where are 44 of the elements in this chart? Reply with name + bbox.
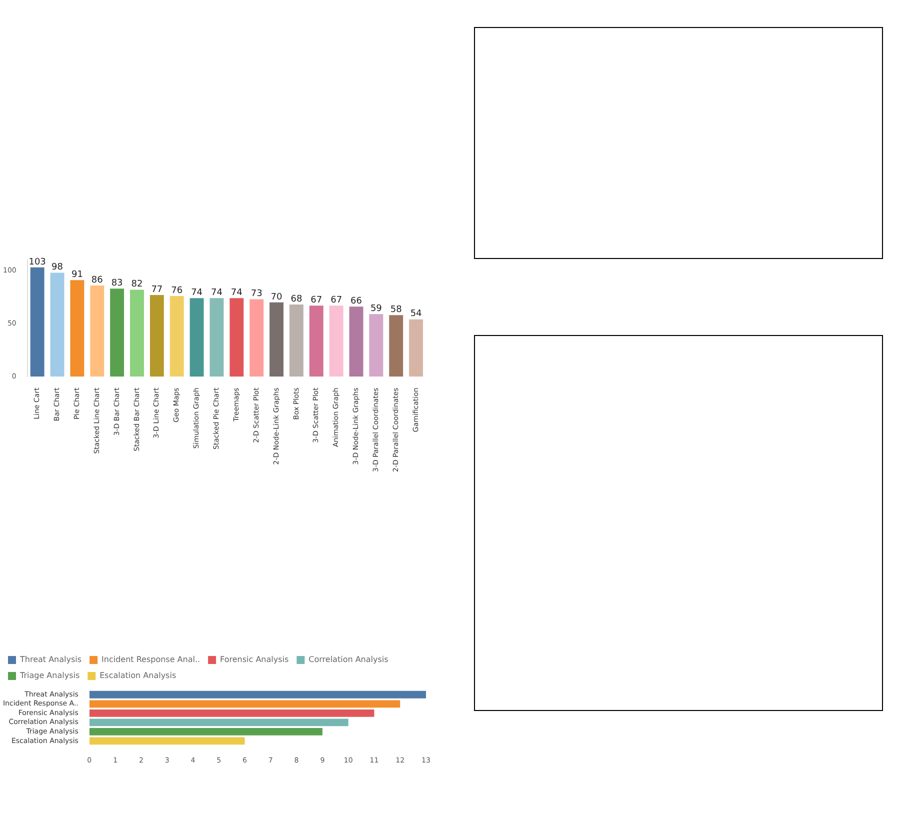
bar [409, 319, 424, 377]
bar [369, 314, 384, 377]
legend-label: Correlation Analysis [308, 655, 388, 664]
data-label: 67 [310, 295, 322, 306]
bar [130, 290, 144, 377]
data-label: 54 [410, 309, 422, 320]
data-label: 83 [111, 278, 123, 288]
data-label: 74 [191, 288, 203, 298]
legend-label: Incident Response Anal.. [102, 655, 200, 664]
data-label: 70 [270, 292, 283, 302]
legend-label: Escalation Analysis [100, 671, 176, 680]
data-label: 58 [390, 304, 402, 315]
bar [210, 298, 224, 377]
bar [110, 288, 124, 377]
data-label: 77 [151, 284, 163, 295]
bar [270, 302, 284, 377]
bar [289, 304, 304, 377]
data-label: 66 [350, 296, 362, 307]
data-label: 98 [52, 262, 64, 273]
bar [50, 272, 64, 377]
data-label: 76 [171, 286, 183, 296]
data-label: 86 [91, 275, 104, 286]
bar [90, 285, 104, 377]
bar [389, 315, 404, 377]
bar [190, 298, 204, 377]
data-label: 74 [230, 288, 243, 298]
data-label: 68 [290, 294, 302, 304]
bar [250, 299, 264, 377]
bar [30, 267, 44, 377]
legend-label: Forensic Analysis [220, 655, 289, 664]
bar [230, 298, 244, 377]
data-label: 82 [131, 280, 143, 290]
data-label: 91 [71, 270, 83, 280]
data-label: 74 [210, 288, 223, 298]
data-label: 73 [250, 289, 262, 300]
data-label: 103 [28, 257, 46, 268]
bar [170, 296, 184, 377]
bar [309, 306, 324, 377]
bar [150, 294, 164, 377]
data-label: 59 [370, 304, 382, 314]
bar [70, 280, 84, 377]
bar [349, 306, 364, 377]
bar [329, 306, 344, 377]
data-label: 67 [330, 295, 342, 306]
